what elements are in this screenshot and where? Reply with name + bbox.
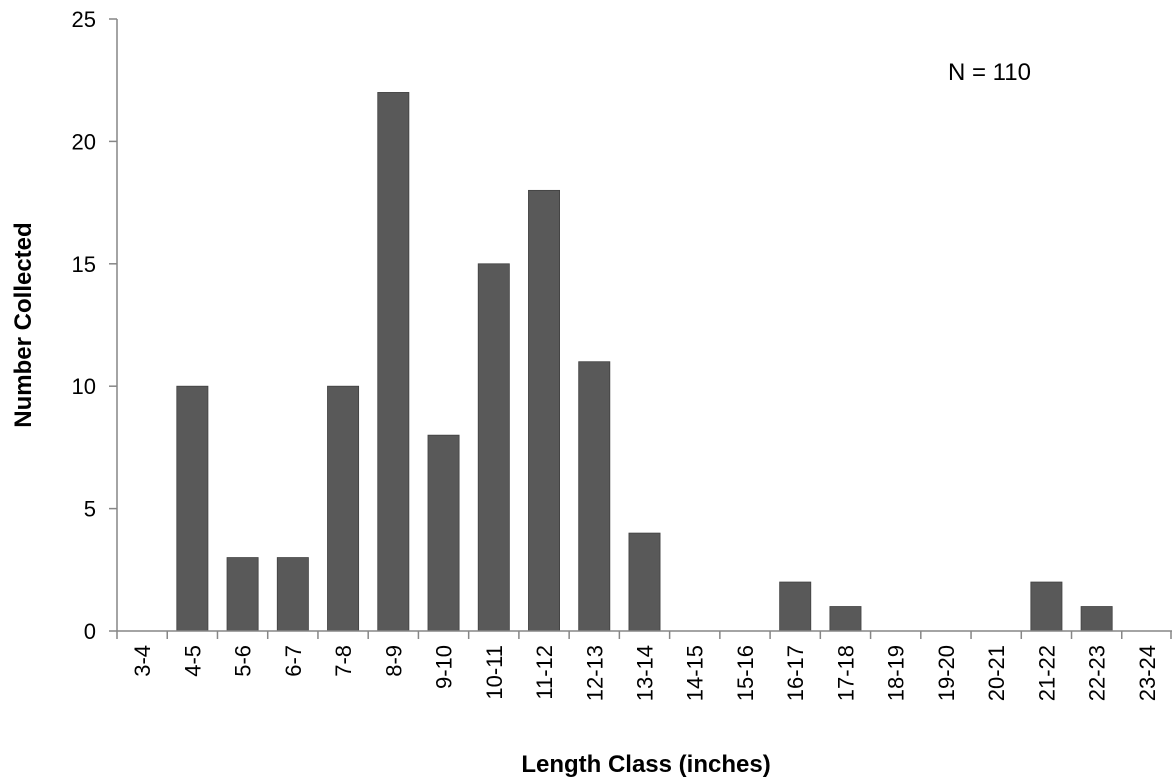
bar-5-6	[226, 557, 259, 632]
x-tick-label-15-16: 15-16	[733, 645, 758, 701]
y-tick-label-25: 25	[72, 7, 96, 32]
bar-21-22	[1030, 581, 1063, 632]
bar-9-10	[427, 434, 460, 632]
bar-11-12	[528, 189, 560, 632]
sample-size-annotation: N = 110	[948, 59, 1031, 86]
bar-10-11	[477, 263, 510, 632]
x-tick-label-9-10: 9-10	[432, 645, 457, 689]
y-tick-label-15: 15	[72, 252, 96, 277]
bars-group	[176, 92, 1113, 632]
bar-16-17	[779, 581, 812, 632]
x-tick-label-12-13: 12-13	[582, 645, 607, 701]
bar-6-7	[276, 557, 309, 632]
axes-group	[116, 19, 1172, 632]
x-axis-title: Length Class (inches)	[521, 751, 770, 778]
x-tick-label-4-5: 4-5	[180, 645, 205, 677]
x-tick-label-20-21: 20-21	[984, 645, 1009, 701]
y-axis-title: Number Collected	[10, 222, 37, 427]
bar-13-14	[628, 532, 661, 632]
x-tick-label-18-19: 18-19	[884, 645, 909, 701]
y-tick-label-10: 10	[72, 374, 96, 399]
bar-4-5	[176, 385, 209, 632]
x-tick-label-14-15: 14-15	[683, 645, 708, 701]
x-ticks-group: 3-4 4-5 5-6 6-7 7-8 8-9 9-10 10-11 11-12 12-13 13-…	[116, 631, 1172, 701]
x-tick-label-8-9: 8-9	[381, 645, 406, 677]
x-tick-label-19-20: 19-20	[934, 645, 959, 701]
x-tick-label-13-14: 13-14	[633, 645, 658, 701]
x-tick-label-23-24: 23-24	[1135, 645, 1160, 701]
x-tick-label-22-23: 22-23	[1085, 645, 1110, 701]
bar-8-9	[377, 92, 410, 632]
y-tick-label-5: 5	[84, 497, 96, 522]
x-tick-label-10-11: 10-11	[482, 645, 507, 700]
y-tick-label-0: 0	[84, 619, 96, 644]
x-tick-label-21-22: 21-22	[1034, 645, 1059, 701]
y-ticks-group: 0 5 10 15 20 25	[72, 7, 117, 644]
x-tick-label-11-12: 11-12	[532, 645, 557, 700]
bar-12-13	[578, 361, 611, 632]
bar-22-23	[1080, 606, 1113, 632]
x-tick-label-3-4: 3-4	[130, 645, 155, 677]
y-tick-label-20: 20	[72, 129, 96, 154]
x-tick-label-5-6: 5-6	[231, 645, 256, 677]
bar-7-8	[327, 385, 360, 632]
x-tick-label-16-17: 16-17	[783, 645, 808, 701]
bar-17-18	[829, 606, 862, 632]
x-tick-label-7-8: 7-8	[331, 645, 356, 677]
x-tick-label-6-7: 6-7	[281, 645, 306, 677]
x-tick-label-17-18: 17-18	[833, 645, 858, 701]
